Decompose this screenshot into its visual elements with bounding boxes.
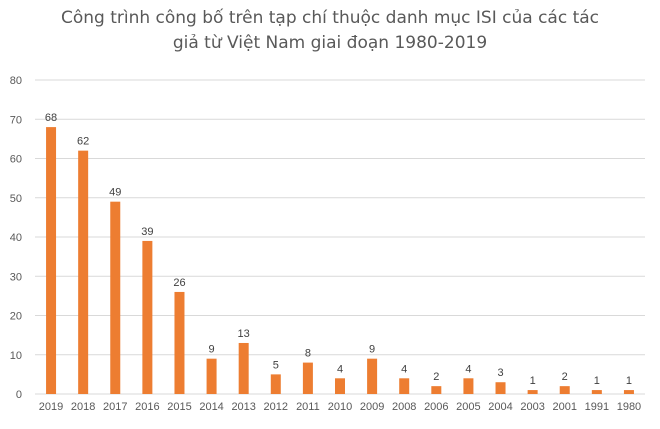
x-tick-label-2017: 2017 (103, 401, 127, 413)
y-axis: 0 10 20 30 40 50 60 70 80 (10, 75, 22, 401)
bar-2015 (174, 291, 185, 394)
bar-2017 (110, 201, 121, 394)
data-label-2012: 5 (273, 359, 279, 371)
y-tick-label: 60 (10, 154, 22, 166)
y-tick-label: 20 (10, 311, 22, 323)
data-label-2013: 13 (238, 328, 250, 340)
data-label-2019: 68 (45, 112, 57, 124)
x-tick-label-2018: 2018 (71, 401, 95, 413)
x-tick-label-2019: 2019 (39, 401, 63, 413)
bar-2009 (367, 358, 378, 394)
bar-2012 (270, 374, 281, 394)
x-tick-label-2004: 2004 (488, 401, 512, 413)
data-label-2009: 9 (369, 344, 375, 356)
x-tick-label-2015: 2015 (167, 401, 191, 413)
gridlines (35, 79, 645, 395)
data-label-2011: 8 (305, 348, 311, 360)
x-tick-label-1980: 1980 (617, 401, 641, 413)
bar-2003 (527, 390, 538, 394)
data-label-2001: 2 (562, 371, 568, 383)
bar-2011 (302, 362, 313, 394)
bar-2014 (206, 358, 217, 394)
bar-2006 (431, 386, 442, 394)
y-tick-label: 40 (10, 232, 22, 244)
x-tick-label-2006: 2006 (424, 401, 448, 413)
chart-title: Công trình công bố trên tạp chí thuộc da… (0, 6, 660, 56)
x-tick-label-2008: 2008 (392, 401, 416, 413)
x-tick-label-1991: 1991 (585, 401, 609, 413)
y-tick-label: 30 (10, 271, 22, 283)
data-label-2015: 26 (173, 277, 185, 289)
data-label-2003: 1 (530, 375, 536, 387)
x-tick-label-2012: 2012 (264, 401, 288, 413)
data-label-2005: 4 (465, 363, 471, 375)
bar-2013 (238, 342, 249, 394)
bar-2005 (463, 378, 474, 394)
data-label-2008: 4 (401, 363, 407, 375)
x-tick-label-2005: 2005 (456, 401, 480, 413)
x-axis: 2019 2018 2017 2016 2015 2014 2013 2012 2011 2010… (39, 401, 641, 413)
data-label-1980: 1 (626, 375, 632, 387)
y-tick-label: 70 (10, 114, 22, 126)
bars (46, 127, 634, 394)
x-tick-label-2001: 2001 (552, 401, 576, 413)
data-label-2006: 2 (433, 371, 439, 383)
x-tick-label-2011: 2011 (296, 401, 320, 413)
bar-2018 (78, 150, 89, 394)
y-tick-label: 50 (10, 193, 22, 205)
data-label-2016: 39 (141, 226, 153, 238)
y-tick-label: 0 (16, 389, 22, 401)
bar-2010 (335, 378, 345, 394)
data-label-2014: 9 (209, 344, 215, 356)
bar-2001 (559, 386, 570, 394)
y-tick-label: 10 (10, 350, 22, 362)
data-label-2018: 62 (77, 136, 89, 148)
data-label-2010: 4 (337, 363, 343, 375)
bar-2004 (495, 382, 506, 394)
bar-1991 (591, 390, 602, 394)
x-tick-label-2009: 2009 (360, 401, 384, 413)
x-tick-label-2014: 2014 (199, 401, 223, 413)
bar-2019 (46, 127, 57, 394)
x-tick-label-2016: 2016 (135, 401, 159, 413)
data-label-1991: 1 (594, 375, 600, 387)
x-tick-label-2013: 2013 (231, 401, 255, 413)
chart-title-line-1: Công trình công bố trên tạp chí thuộc da… (60, 8, 600, 28)
x-tick-label-2010: 2010 (328, 401, 352, 413)
x-tick-label-2003: 2003 (520, 401, 544, 413)
bar-2008 (399, 378, 410, 394)
chart-title-line-2: giả từ Việt Nam giai đoạn 1980-2019 (172, 33, 488, 53)
data-label-2004: 3 (497, 367, 503, 379)
bar-1980 (623, 390, 634, 394)
bar-2016 (142, 240, 153, 394)
data-label-2017: 49 (109, 187, 121, 199)
y-tick-label: 80 (10, 75, 22, 87)
